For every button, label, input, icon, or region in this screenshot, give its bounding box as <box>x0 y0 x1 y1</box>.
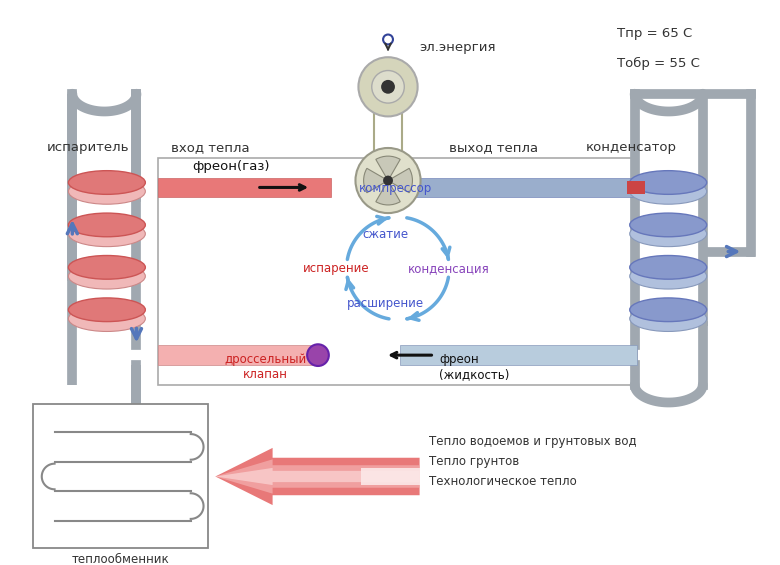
Text: испаритель: испаритель <box>47 141 129 154</box>
Text: конденсация: конденсация <box>408 262 490 275</box>
FancyArrow shape <box>215 448 420 505</box>
Ellipse shape <box>69 221 145 247</box>
Circle shape <box>359 57 417 116</box>
Ellipse shape <box>629 306 707 332</box>
Text: Тобр = 55 С: Тобр = 55 С <box>617 57 700 70</box>
Bar <box>158 177 331 197</box>
Text: расширение: расширение <box>346 297 424 310</box>
Wedge shape <box>376 181 400 205</box>
Circle shape <box>383 34 393 45</box>
Bar <box>33 405 208 547</box>
Text: Тпр = 65 С: Тпр = 65 С <box>617 28 692 41</box>
Text: дроссельный
клапан: дроссельный клапан <box>225 353 307 381</box>
Ellipse shape <box>69 255 145 279</box>
FancyArrow shape <box>215 459 420 494</box>
Circle shape <box>307 344 329 366</box>
Circle shape <box>356 148 420 213</box>
Text: фреон(газ): фреон(газ) <box>193 160 270 173</box>
Text: Тепло водоемов и грунтовых вод
Тепло грунтов
Технологическое тепло: Тепло водоемов и грунтовых вод Тепло гру… <box>430 435 637 488</box>
Ellipse shape <box>69 213 145 237</box>
Ellipse shape <box>69 298 145 321</box>
Bar <box>158 345 321 365</box>
Ellipse shape <box>629 179 707 204</box>
Ellipse shape <box>629 255 707 279</box>
Ellipse shape <box>629 171 707 194</box>
Text: компрессор: компрессор <box>359 182 431 195</box>
Wedge shape <box>388 168 413 193</box>
Text: фреон
(жидкость): фреон (жидкость) <box>439 353 509 381</box>
Text: сжатие: сжатие <box>362 228 408 241</box>
Ellipse shape <box>69 306 145 332</box>
Ellipse shape <box>629 221 707 247</box>
FancyArrow shape <box>361 468 420 485</box>
Bar <box>627 181 644 194</box>
Wedge shape <box>363 168 388 193</box>
Circle shape <box>381 80 395 94</box>
Ellipse shape <box>69 171 145 194</box>
Text: теплообменник: теплообменник <box>72 553 169 565</box>
Ellipse shape <box>629 213 707 237</box>
Bar <box>400 345 636 365</box>
Wedge shape <box>376 156 400 181</box>
Text: испарение: испарение <box>303 262 369 275</box>
FancyArrow shape <box>215 468 420 485</box>
Bar <box>158 158 636 385</box>
Text: конденсатор: конденсатор <box>585 141 676 154</box>
Circle shape <box>372 71 404 103</box>
Circle shape <box>383 176 393 185</box>
Text: вход тепла: вход тепла <box>171 141 250 154</box>
Text: выход тепла: выход тепла <box>449 141 538 154</box>
Ellipse shape <box>629 298 707 321</box>
Bar <box>395 177 636 197</box>
Ellipse shape <box>69 179 145 204</box>
Ellipse shape <box>69 263 145 289</box>
Ellipse shape <box>629 263 707 289</box>
Text: эл.энергия: эл.энергия <box>420 41 496 54</box>
